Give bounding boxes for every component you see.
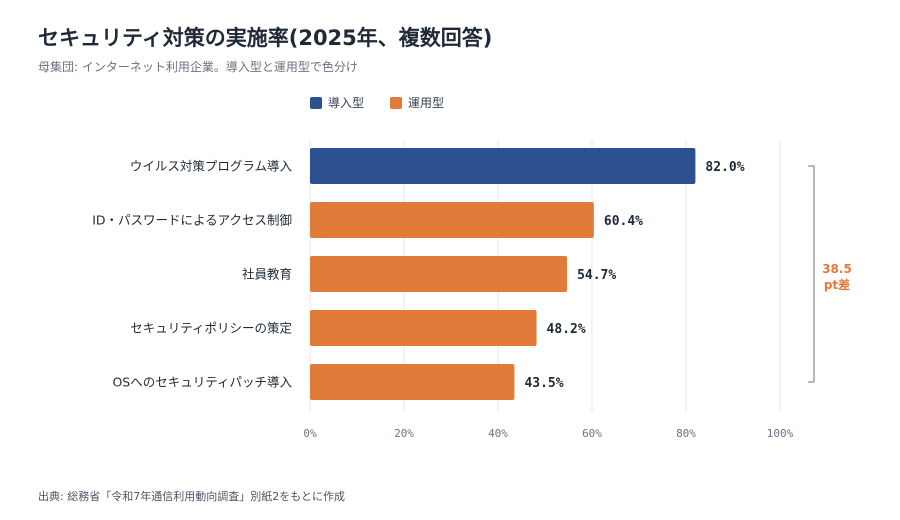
x-tick-label: 60% xyxy=(582,427,602,440)
legend: 導入型 運用型 xyxy=(310,94,444,111)
value-label: 48.2% xyxy=(547,322,586,337)
x-tick-label: 40% xyxy=(488,427,508,440)
bar xyxy=(310,256,568,292)
x-tick-label: 80% xyxy=(676,427,696,440)
category-label: 社員教育 xyxy=(242,267,292,282)
value-label: 43.5% xyxy=(524,376,563,391)
gap-value-label: 38.5 xyxy=(822,262,852,276)
bar xyxy=(310,202,594,238)
x-tick-label: 100% xyxy=(767,427,794,440)
legend-label-introduction: 導入型 xyxy=(328,96,365,110)
value-label: 54.7% xyxy=(577,268,616,283)
legend-label-operation: 運用型 xyxy=(408,96,445,110)
category-label: セキュリティポリシーの策定 xyxy=(130,321,292,336)
bar xyxy=(310,310,537,346)
category-label: ウイルス対策プログラム導入 xyxy=(130,159,293,174)
source-note: 出典: 総務省「令和7年通信利用動向調査」別紙2をもとに作成 xyxy=(38,490,345,503)
value-label: 82.0% xyxy=(705,160,744,175)
chart-subtitle: 母集団: インターネット利用企業。導入型と運用型で色分け xyxy=(38,60,358,74)
bar xyxy=(310,364,515,400)
bar xyxy=(310,148,696,184)
legend-item-operation: 運用型 xyxy=(390,94,444,111)
category-label: OSへのセキュリティパッチ導入 xyxy=(112,375,292,390)
x-tick-label: 20% xyxy=(394,427,414,440)
legend-item-introduction: 導入型 xyxy=(310,94,364,111)
legend-swatch-operation xyxy=(390,96,403,109)
value-label: 60.4% xyxy=(604,214,643,229)
legend-swatch-introduction xyxy=(310,96,322,109)
category-label: ID・パスワードによるアクセス制御 xyxy=(92,213,292,228)
chart-title: セキュリティ対策の実施率(2025年、複数回答) xyxy=(38,26,493,50)
gap-bracket xyxy=(808,165,815,383)
gap-unit-label: pt差 xyxy=(824,277,850,292)
x-tick-label: 0% xyxy=(303,427,317,440)
